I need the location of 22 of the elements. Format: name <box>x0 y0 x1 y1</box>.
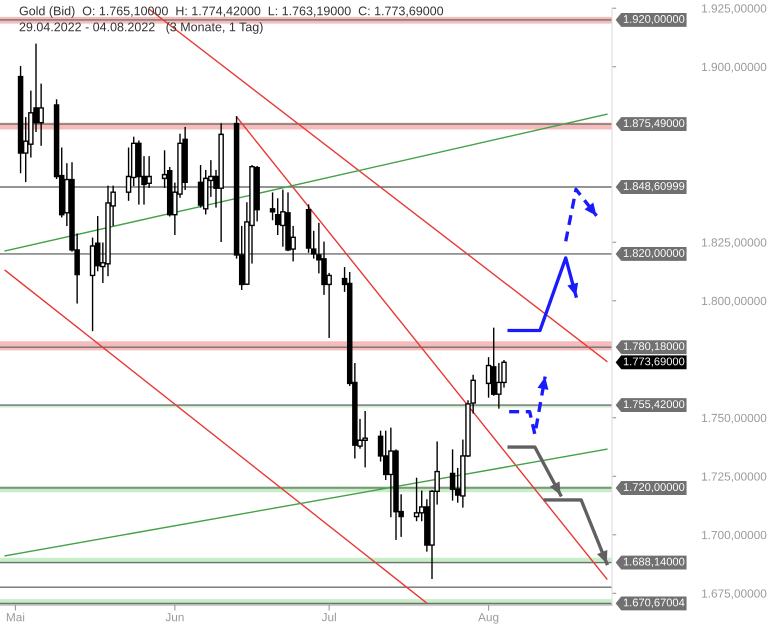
ref-line-label: 1.780,18000 <box>624 342 684 352</box>
y-tick-label: 1.900,00000 <box>702 62 766 73</box>
ref-line-label: 1.920,00000 <box>624 15 684 24</box>
ref-line-label: 1.848,60999 <box>624 182 684 192</box>
ref-line-label: 1.670,67004 <box>624 598 684 608</box>
y-tick-label: 1.750,00000 <box>702 414 766 424</box>
y-tick-label: 1.675,00000 <box>702 589 766 600</box>
text: 1.773,69000 <box>624 357 684 367</box>
y-tick-label: 1.825,00000 <box>702 238 766 248</box>
ref-line-label: 1.688,14000 <box>624 558 684 567</box>
y-tick-label: 1.925,00000 <box>702 4 766 14</box>
ref-line-label: 1.875,49000 <box>624 119 684 128</box>
y-tick-label: 1.725,00000 <box>702 472 766 482</box>
ref-line-label: 1.755,42000 <box>624 400 684 410</box>
x-tick-label: Aug <box>478 613 498 624</box>
y-tick-label: 1.800,00000 <box>702 296 766 307</box>
ref-line-label: 1.720,00000 <box>624 483 684 492</box>
ref-line-label: 1.820,00000 <box>624 249 684 258</box>
x-tick-label: Jul <box>322 612 336 622</box>
x-tick-label: Mai <box>6 612 24 622</box>
y-tick-label: 1.700,00000 <box>702 530 766 541</box>
x-tick-label: Jun <box>166 613 184 622</box>
